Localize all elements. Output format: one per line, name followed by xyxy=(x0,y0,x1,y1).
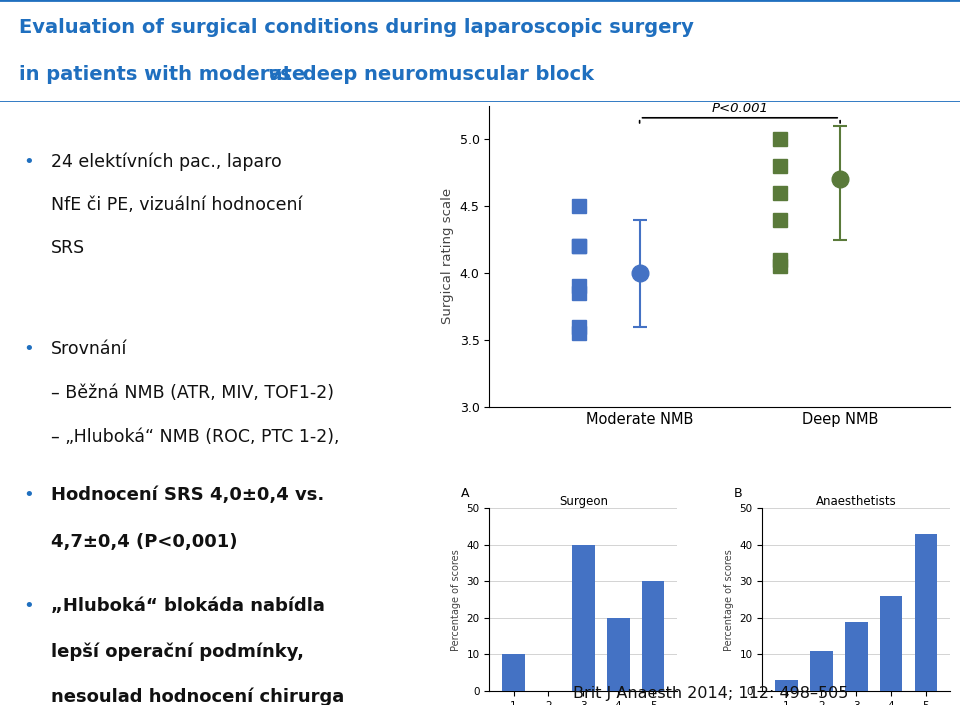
Text: Brit J Anaesth 2014; 112: 498–505: Brit J Anaesth 2014; 112: 498–505 xyxy=(573,687,848,701)
Text: P<0.001: P<0.001 xyxy=(711,102,768,115)
Bar xyxy=(572,545,594,691)
Text: lepší operační podmínky,: lepší operační podmínky, xyxy=(51,642,304,661)
Text: Srovnání: Srovnání xyxy=(51,340,128,358)
Bar xyxy=(810,651,832,691)
Text: 24 elektívních pac., laparo: 24 elektívních pac., laparo xyxy=(51,152,282,171)
Y-axis label: Percentage of scores: Percentage of scores xyxy=(451,548,461,651)
Text: 4,7±0,4 (P<0,001): 4,7±0,4 (P<0,001) xyxy=(51,533,238,551)
Text: •: • xyxy=(23,152,35,171)
Text: nesoulad hodnocení chirurga: nesoulad hodnocení chirurga xyxy=(51,687,345,705)
Text: •: • xyxy=(23,597,35,615)
Text: SRS: SRS xyxy=(51,239,85,257)
Bar xyxy=(607,618,630,691)
Bar xyxy=(845,622,868,691)
Y-axis label: Percentage of scores: Percentage of scores xyxy=(724,548,733,651)
Title: Surgeon: Surgeon xyxy=(559,496,608,508)
Text: •: • xyxy=(23,340,35,358)
Text: •: • xyxy=(23,486,35,504)
Text: B: B xyxy=(734,487,742,501)
Bar xyxy=(879,596,902,691)
Text: A: A xyxy=(461,487,469,501)
Text: „Hluboká“ blokáda nabídla: „Hluboká“ blokáda nabídla xyxy=(51,597,325,615)
Text: – „Hluboká“ NMB (ROC, PTC 1-2),: – „Hluboká“ NMB (ROC, PTC 1-2), xyxy=(51,427,340,446)
Y-axis label: Surgical rating scale: Surgical rating scale xyxy=(441,188,454,324)
Text: Evaluation of surgical conditions during laparoscopic surgery: Evaluation of surgical conditions during… xyxy=(19,18,694,37)
Title: Anaesthetists: Anaesthetists xyxy=(816,496,897,508)
Text: NfE či PE, vizuální hodnocení: NfE či PE, vizuální hodnocení xyxy=(51,196,302,214)
Bar xyxy=(502,654,525,691)
Text: – Běžná NMB (ATR, MIV, TOF1-2): – Běžná NMB (ATR, MIV, TOF1-2) xyxy=(51,384,334,402)
Text: in patients with moderate: in patients with moderate xyxy=(19,65,312,84)
Text: Hodnocení SRS 4,0±0,4 vs.: Hodnocení SRS 4,0±0,4 vs. xyxy=(51,486,324,504)
Text: vs: vs xyxy=(268,65,292,84)
Bar xyxy=(915,534,937,691)
Text: deep neuromuscular block: deep neuromuscular block xyxy=(296,65,593,84)
Bar xyxy=(776,680,798,691)
Bar xyxy=(641,582,664,691)
